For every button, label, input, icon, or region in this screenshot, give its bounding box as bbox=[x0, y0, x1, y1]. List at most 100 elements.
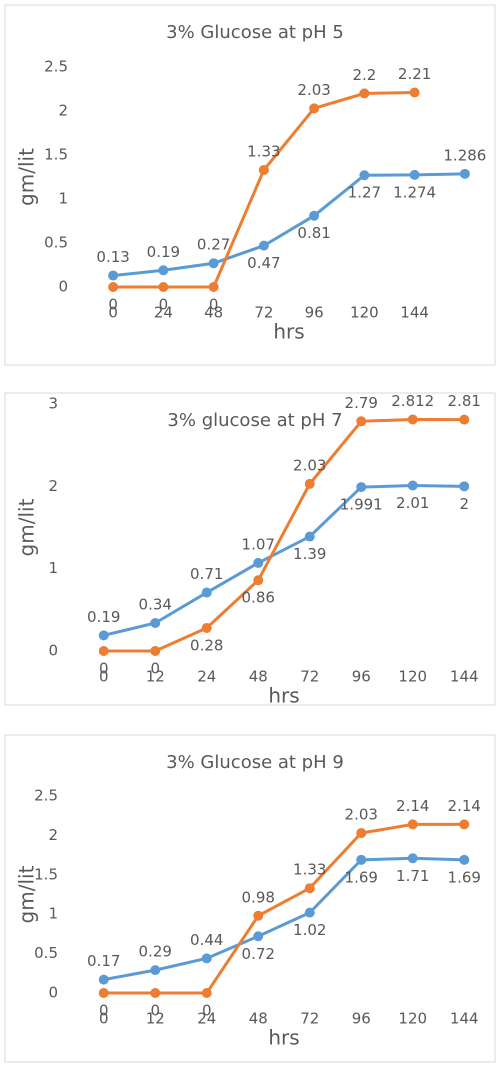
x-tick-label: 48 bbox=[249, 1010, 268, 1028]
x-tick-label: 120 bbox=[398, 1010, 427, 1028]
x-tick-label: 72 bbox=[254, 304, 273, 322]
data-label: 1.07 bbox=[242, 535, 275, 553]
x-tick-label: 120 bbox=[350, 304, 379, 322]
data-label: 2.81 bbox=[448, 392, 481, 410]
y-axis-title: gm/lit bbox=[15, 148, 39, 206]
data-label: 0.19 bbox=[147, 243, 180, 261]
series-line bbox=[103, 856, 465, 982]
data-point bbox=[407, 414, 418, 425]
data-label: 0 bbox=[159, 296, 169, 314]
y-tick-label: 0.5 bbox=[44, 234, 68, 252]
data-point bbox=[108, 282, 119, 292]
data-label: 0.29 bbox=[139, 943, 172, 961]
series-line bbox=[103, 484, 465, 637]
data-label: 1.991 bbox=[340, 496, 383, 514]
data-label: 0 bbox=[108, 296, 118, 314]
data-label: 0 bbox=[99, 1002, 109, 1020]
x-tick-label: 96 bbox=[305, 304, 324, 322]
data-label: 0.72 bbox=[242, 945, 275, 963]
data-point bbox=[356, 854, 367, 865]
data-point bbox=[150, 618, 161, 629]
data-label: 0 bbox=[202, 1002, 212, 1020]
data-point bbox=[356, 828, 367, 839]
data-point bbox=[459, 819, 470, 830]
data-label: 1.39 bbox=[293, 545, 326, 563]
data-label: 0.17 bbox=[87, 952, 120, 970]
y-tick-label: 0.5 bbox=[34, 944, 58, 962]
data-label: 0.19 bbox=[87, 608, 120, 626]
y-tick-label: 2 bbox=[48, 477, 58, 495]
data-point bbox=[158, 265, 169, 276]
data-label: 1.71 bbox=[396, 867, 429, 885]
data-point bbox=[459, 854, 470, 865]
data-label: 2.812 bbox=[391, 392, 434, 410]
y-tick-label: 1 bbox=[58, 190, 68, 208]
data-point bbox=[459, 414, 470, 425]
x-tick-label: 72 bbox=[300, 668, 319, 686]
y-tick-label: 1 bbox=[48, 905, 58, 923]
x-tick-label: 144 bbox=[450, 668, 479, 686]
data-label: 0.28 bbox=[190, 636, 223, 654]
data-point bbox=[98, 646, 109, 656]
y-tick-label: 1.5 bbox=[44, 146, 68, 164]
data-label: 0.27 bbox=[197, 236, 230, 254]
x-tick-label: 12 bbox=[146, 1010, 165, 1028]
chart-title: 3% Glucose at pH 9 bbox=[166, 752, 344, 773]
series-line bbox=[103, 417, 465, 653]
data-point bbox=[304, 907, 315, 918]
x-tick-label: 120 bbox=[398, 668, 427, 686]
data-point bbox=[158, 282, 169, 292]
data-point bbox=[253, 557, 264, 568]
data-point bbox=[108, 270, 119, 281]
data-label: 1.69 bbox=[345, 868, 378, 886]
data-point bbox=[253, 931, 264, 942]
y-tick-label: 2 bbox=[48, 826, 58, 844]
series-line bbox=[103, 822, 465, 995]
y-tick-label: 1.5 bbox=[34, 865, 58, 883]
y-axis-title: gm/lit bbox=[15, 498, 39, 556]
data-label: 0.71 bbox=[190, 565, 223, 583]
x-tick-label: 48 bbox=[204, 304, 223, 322]
x-tick-label: 0 bbox=[99, 668, 109, 686]
data-point bbox=[309, 103, 320, 114]
data-label: 1.33 bbox=[293, 861, 326, 879]
data-label: 2.2 bbox=[352, 66, 376, 84]
data-label: 0.81 bbox=[297, 224, 330, 242]
data-point bbox=[356, 416, 367, 427]
data-point bbox=[150, 988, 161, 998]
x-tick-label: 96 bbox=[352, 1010, 371, 1028]
x-tick-label: 24 bbox=[197, 1010, 216, 1028]
data-point bbox=[407, 480, 418, 491]
data-point bbox=[208, 282, 219, 292]
chart-frame bbox=[4, 4, 496, 366]
x-tick-label: 24 bbox=[197, 668, 216, 686]
data-point bbox=[304, 883, 315, 894]
data-label: 0 bbox=[99, 660, 109, 678]
data-point bbox=[98, 630, 109, 641]
data-label: 2.03 bbox=[293, 456, 326, 474]
chart-title: 3% Glucose at pH 5 bbox=[166, 22, 344, 43]
chart-title: 3% glucose at pH 7 bbox=[167, 410, 342, 431]
x-tick-label: 0 bbox=[99, 1010, 109, 1028]
data-point bbox=[150, 965, 161, 976]
data-point bbox=[201, 953, 212, 964]
data-point bbox=[208, 258, 219, 269]
data-label: 2.14 bbox=[448, 797, 481, 815]
data-point bbox=[253, 910, 264, 921]
y-axis-title: gm/lit bbox=[15, 865, 39, 923]
data-point bbox=[409, 169, 420, 180]
data-label: 2.01 bbox=[396, 494, 429, 512]
data-label: 2.21 bbox=[398, 65, 431, 83]
x-tick-label: 0 bbox=[108, 304, 118, 322]
data-point bbox=[407, 819, 418, 830]
data-point bbox=[356, 482, 367, 493]
x-axis-title: hrs bbox=[268, 684, 299, 708]
data-label: 2.79 bbox=[345, 394, 378, 412]
data-label: 0.86 bbox=[242, 589, 275, 607]
data-label: 1.27 bbox=[348, 184, 381, 202]
y-tick-label: 3 bbox=[48, 395, 58, 413]
data-point bbox=[359, 170, 370, 181]
data-label: 0.47 bbox=[247, 254, 280, 272]
data-label: 2.03 bbox=[297, 81, 330, 99]
